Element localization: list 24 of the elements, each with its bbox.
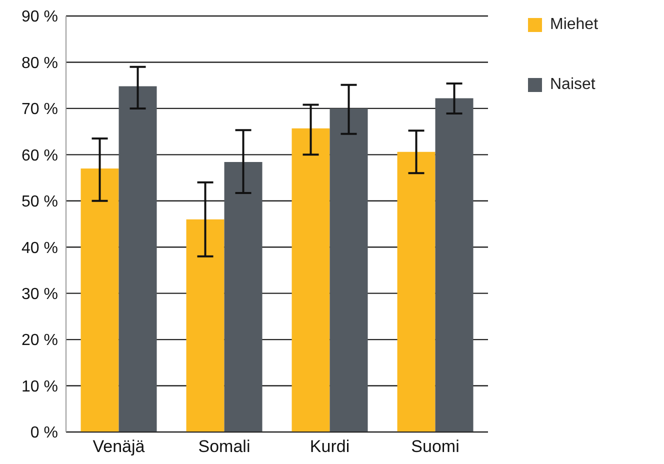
bar	[330, 108, 368, 432]
y-tick-label: 20 %	[22, 332, 58, 350]
y-tick-label: 50 %	[22, 194, 58, 211]
y-tick-label: 60 %	[22, 147, 58, 164]
bar	[186, 219, 224, 432]
x-tick-label: Somali	[198, 437, 250, 456]
y-tick-label: 10 %	[22, 378, 58, 396]
y-tick-label: 80 %	[22, 54, 58, 72]
bar	[292, 128, 330, 432]
legend-label: Naiset	[550, 76, 596, 94]
bar	[80, 168, 119, 432]
x-tick-label: Kurdi	[310, 437, 350, 456]
bar	[397, 152, 436, 432]
bar	[224, 162, 262, 432]
y-tick-label: 70 %	[22, 101, 58, 118]
x-tick-label: Venäjä	[92, 437, 146, 456]
x-tick-label: Suomi	[411, 437, 460, 456]
bar	[118, 86, 157, 432]
y-tick-label: 0 %	[30, 424, 58, 442]
y-tick-label: 90 %	[22, 8, 58, 26]
y-tick-label: 40 %	[22, 240, 58, 257]
legend-label: Miehet	[550, 16, 598, 34]
y-tick-label: 30 %	[22, 286, 58, 304]
bar	[435, 98, 474, 432]
